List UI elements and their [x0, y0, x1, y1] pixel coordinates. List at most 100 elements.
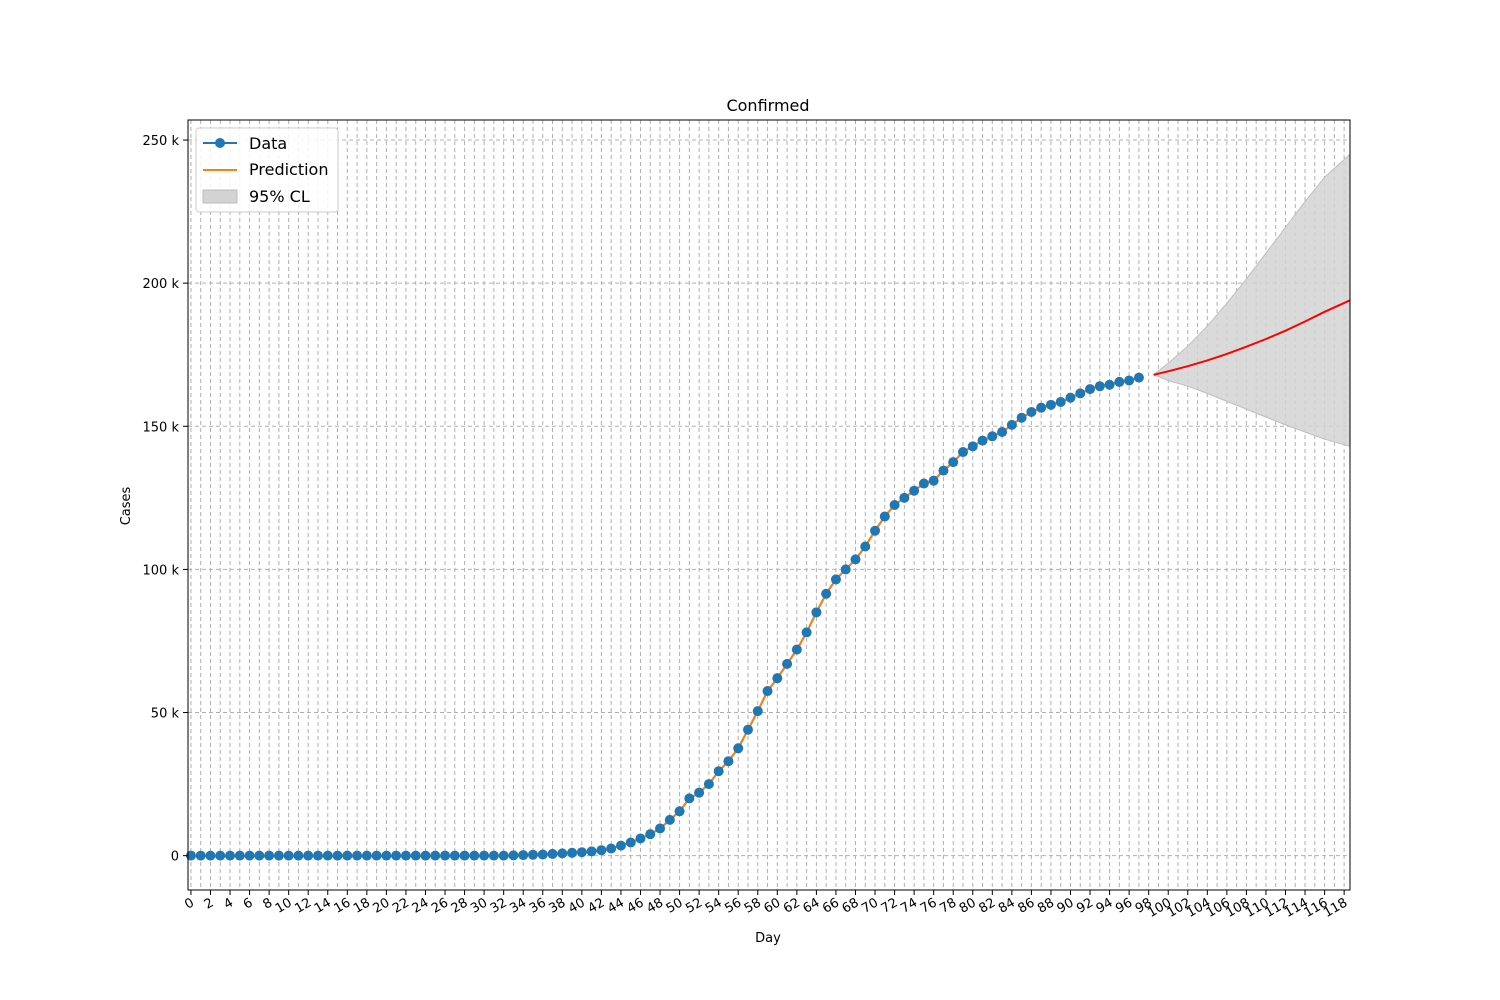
ci-band [1152, 153, 1351, 447]
x-tick-label: 64 [801, 895, 823, 916]
x-tick-label: 20 [371, 895, 393, 916]
data-point [1085, 384, 1096, 395]
data-point [430, 850, 441, 861]
data-point [596, 845, 607, 856]
x-tick-label: 54 [703, 895, 725, 916]
data-point [899, 492, 910, 503]
legend-label-data: Data [249, 134, 287, 153]
data-point [1104, 379, 1115, 390]
data-point [1114, 376, 1125, 387]
data-point [342, 850, 353, 861]
x-tick-label: 66 [820, 895, 842, 916]
data-point [889, 500, 900, 510]
data-point [821, 588, 832, 599]
y-tick-label: 250 k [143, 134, 180, 149]
data-point [762, 686, 773, 697]
plot-frame [187, 119, 1351, 891]
x-tick-label: 92 [1074, 895, 1096, 916]
data-point [850, 554, 861, 565]
legend-data-marker [215, 138, 225, 148]
x-tick-label: 74 [898, 895, 920, 916]
x-tick-label: 42 [586, 895, 608, 916]
x-tick-label: 6 [241, 895, 256, 912]
x-tick-label: 30 [468, 895, 490, 916]
data-point [567, 847, 578, 858]
x-tick-label: 56 [722, 895, 744, 916]
data-point [400, 850, 411, 861]
x-tick-label: 40 [566, 895, 588, 916]
data-point [1075, 388, 1086, 399]
data-point [1055, 396, 1066, 407]
data-point [264, 850, 275, 861]
x-tick-label: 50 [664, 895, 686, 916]
data-point [527, 849, 538, 860]
data-point [488, 850, 499, 861]
data-point [948, 457, 959, 468]
x-tick-label: 44 [605, 895, 627, 916]
data-point [967, 441, 978, 452]
data-point [977, 435, 988, 446]
x-axis-label: Day [755, 931, 781, 946]
data-point [312, 850, 323, 861]
legend: Data Prediction 95% CL [195, 127, 339, 213]
data-point [361, 850, 372, 861]
x-tick-label: 10 [273, 895, 295, 916]
data-point [635, 833, 646, 844]
data-point [469, 850, 480, 861]
x-tick-label: 18 [351, 895, 373, 916]
x-tick-label: 26 [429, 895, 451, 916]
x-tick-label: 58 [742, 895, 764, 916]
data-point [791, 644, 802, 655]
x-tick-label: 72 [879, 895, 901, 916]
data-point [860, 541, 871, 552]
data-point [801, 627, 812, 638]
data-point [1065, 392, 1076, 403]
data-point [322, 850, 333, 861]
data-point [645, 829, 656, 840]
lines-layer [190, 299, 1351, 857]
data-point [283, 850, 294, 861]
data-point [938, 465, 949, 476]
data-point [664, 814, 675, 825]
x-tick-label: 76 [918, 895, 940, 916]
x-tick-label: 60 [761, 895, 783, 916]
data-point [586, 846, 597, 857]
legend-label-ci: 95% CL [249, 187, 310, 206]
forecast-line [1153, 299, 1351, 376]
data-point [1006, 419, 1017, 430]
data-point [273, 850, 284, 861]
data-point [547, 848, 558, 859]
y-axis-label: Cases [119, 486, 134, 525]
x-tick-label: 90 [1055, 895, 1077, 916]
x-tick-label: 86 [1016, 895, 1038, 916]
data-point [1036, 402, 1047, 413]
data-point [742, 724, 753, 735]
data-point [479, 850, 490, 861]
data-point [1045, 399, 1056, 410]
data-point [518, 850, 529, 861]
x-axis: 0 2 4 6 810121416182022242628303234363840424… [182, 890, 1350, 921]
data-point [215, 850, 226, 861]
data-point [713, 766, 724, 777]
data-point [830, 574, 841, 585]
data-point [1124, 375, 1135, 386]
x-tick-label: 4 [221, 895, 236, 912]
data-point [1016, 412, 1027, 423]
grid [188, 120, 1350, 890]
x-tick-label: 28 [449, 895, 471, 916]
data-point [195, 850, 206, 861]
x-tick-label: 94 [1094, 895, 1116, 916]
data-point [733, 743, 744, 754]
data-point [703, 779, 714, 790]
x-tick-label: 98 [1133, 895, 1155, 916]
data-point [459, 850, 470, 861]
data-point [870, 525, 881, 536]
data-point [244, 850, 255, 861]
x-tick-label: 84 [996, 895, 1018, 916]
y-tick-label: 150 k [143, 420, 180, 435]
data-point [625, 837, 636, 848]
x-tick-label: 34 [507, 895, 529, 916]
x-tick-label: 78 [937, 895, 959, 916]
x-tick-label: 46 [625, 895, 647, 916]
data-point [928, 475, 939, 486]
